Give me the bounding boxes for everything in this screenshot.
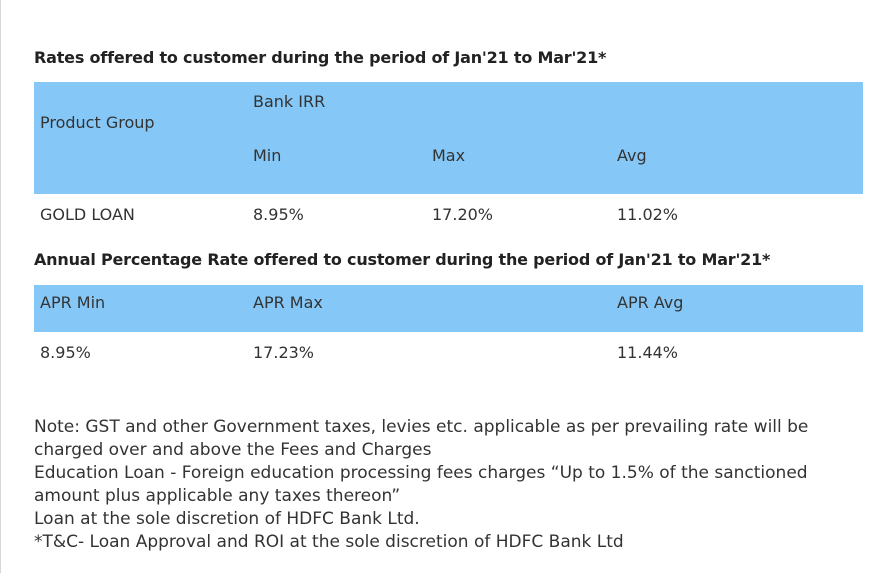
max-cell: 17.20% — [432, 204, 494, 224]
bank-irr-header: Bank IRR — [253, 92, 326, 111]
apr-table-header-row: APR Min APR Max APR Avg — [34, 285, 863, 332]
min-cell: 8.95% — [253, 204, 304, 224]
avg-header: Avg — [617, 146, 647, 165]
product-cell: GOLD LOAN — [40, 204, 135, 224]
rates-table-header-row: Product Group Bank IRR — [34, 82, 863, 138]
avg-cell: 11.02% — [617, 204, 679, 224]
note-education-loan: Education Loan - Foreign education proce… — [34, 463, 808, 506]
note-gst: Note: GST and other Government taxes, le… — [34, 417, 809, 460]
rates-table: Product Group Bank IRR Min Max Avg GOLD … — [34, 82, 863, 234]
max-header: Max — [432, 146, 466, 165]
apr-avg-header: APR Avg — [617, 293, 684, 312]
apr-min-header: APR Min — [40, 293, 106, 312]
apr-table: APR Min APR Max APR Avg 8.95% 17.23% 11.… — [34, 285, 863, 372]
apr-min-cell: 8.95% — [40, 342, 91, 362]
table-row: 8.95% 17.23% 11.44% — [34, 332, 863, 372]
apr-heading: Annual Percentage Rate offered to custom… — [34, 250, 771, 269]
note-discretion: Loan at the sole discretion of HDFC Bank… — [34, 509, 420, 529]
table-row: GOLD LOAN 8.95% 17.20% 11.02% — [34, 194, 863, 234]
note-terms: *T&C- Loan Approval and ROI at the sole … — [34, 532, 624, 552]
min-header: Min — [253, 146, 282, 165]
notes-block: Note: GST and other Government taxes, le… — [34, 416, 874, 554]
apr-avg-cell: 11.44% — [617, 342, 679, 362]
apr-max-cell: 17.23% — [253, 342, 315, 362]
product-group-header: Product Group — [40, 113, 155, 132]
apr-max-header: APR Max — [253, 293, 323, 312]
rates-heading: Rates offered to customer during the per… — [34, 48, 607, 67]
